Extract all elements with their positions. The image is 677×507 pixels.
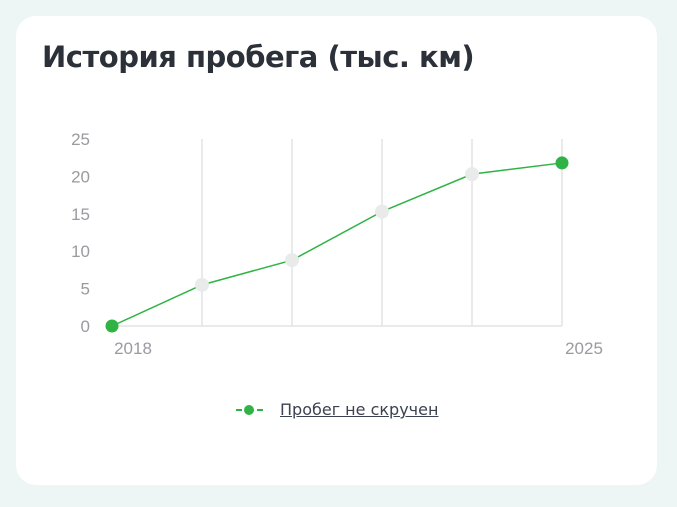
chart-title: История пробега (тыс. км) [42,40,475,74]
data-point[interactable] [465,167,479,182]
y-tick-label: 10 [71,242,90,261]
y-tick-label: 0 [81,317,90,336]
data-point[interactable] [195,277,209,292]
mileage-card [16,16,657,485]
y-tick-label: 25 [71,130,90,149]
x-tick-label: 2025 [565,339,603,358]
y-tick-label: 15 [71,205,90,224]
y-tick-label: 20 [71,167,90,186]
data-point[interactable] [285,253,299,268]
grid-layer [112,139,563,327]
data-point[interactable] [105,319,119,333]
legend-label[interactable]: Пробег не скручен [280,400,439,419]
x-tick-label: 2018 [114,339,152,358]
series-points-layer [105,156,569,333]
chart-legend[interactable]: Пробег не скручен [236,400,438,419]
x-axis-ticks: 2018 2025 [114,339,603,358]
legend-marker-icon [236,404,263,416]
y-tick-label: 5 [81,280,90,299]
series-line [111,162,563,327]
series-line-layer [111,162,563,327]
data-point[interactable] [375,204,389,219]
y-axis-ticks: 0 5 10 15 20 25 [71,130,90,336]
data-point[interactable] [555,156,569,170]
